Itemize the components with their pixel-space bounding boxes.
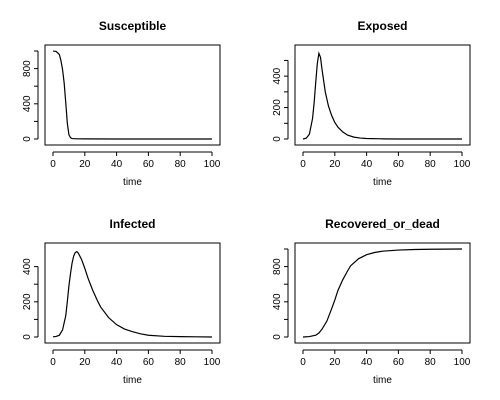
y-tick-label: 400 (272, 293, 283, 310)
y-tick-label: 400 (22, 95, 33, 112)
x-tick-label: 20 (79, 159, 91, 170)
x-tick-label: 0 (50, 357, 56, 368)
x-tick-label: 20 (79, 357, 91, 368)
x-tick-label: 100 (454, 357, 471, 368)
y-tick-label: 0 (22, 136, 33, 142)
chart-title: Susceptible (99, 19, 167, 33)
y-tick-label: 0 (272, 334, 283, 340)
x-tick-label: 60 (393, 159, 405, 170)
x-tick-label: 60 (143, 357, 155, 368)
panel-susceptible: Susceptible 0 20 40 60 80 100 time 0 400 800 (22, 19, 221, 188)
panel-exposed: Exposed 0 20 40 60 80 100 time 0 200 400 (272, 19, 471, 188)
x-tick-label: 20 (329, 159, 341, 170)
plot-frame (44, 242, 221, 344)
x-tick-label: 80 (425, 357, 437, 368)
y-tick-label: 0 (272, 136, 283, 142)
y-tick-label: 400 (22, 258, 33, 275)
chart-title: Infected (109, 217, 155, 231)
x-tick-label: 0 (50, 159, 56, 170)
y-tick-label: 800 (272, 258, 283, 275)
x-tick-label: 40 (111, 159, 123, 170)
series-line (52, 250, 213, 338)
y-tick-label: 400 (272, 67, 283, 84)
x-tick-label: 100 (204, 159, 221, 170)
panel-infected: Infected 0 20 40 60 80 100 time 0 200 400 (22, 217, 221, 386)
x-tick-label: 40 (361, 357, 373, 368)
y-tick-label: 800 (22, 60, 33, 77)
x-tick-label: 80 (175, 357, 187, 368)
plot-frame (294, 44, 471, 146)
panel-recovered: Recovered_or_dead 0 20 40 60 80 100 time 0 400 800 (272, 217, 471, 386)
series-line (52, 50, 212, 140)
y-tick-label: 200 (22, 293, 33, 310)
x-tick-label: 40 (111, 357, 123, 368)
series-line (302, 248, 463, 338)
y-tick-label: 0 (22, 334, 33, 340)
x-tick-label: 40 (361, 159, 373, 170)
x-tick-label: 20 (329, 357, 341, 368)
x-tick-label: 0 (300, 357, 306, 368)
y-tick-label: 200 (272, 99, 283, 116)
x-tick-label: 100 (204, 357, 221, 368)
chart-title: Exposed (357, 19, 407, 33)
x-axis-label: time (373, 375, 392, 386)
x-tick-label: 80 (425, 159, 437, 170)
x-axis-label: time (373, 177, 392, 188)
x-tick-label: 80 (175, 159, 187, 170)
plot-frame (44, 44, 221, 146)
x-tick-label: 60 (143, 159, 155, 170)
x-tick-label: 60 (393, 357, 405, 368)
x-axis-label: time (123, 375, 142, 386)
plot-frame (294, 242, 471, 344)
chart-title: Recovered_or_dead (325, 217, 440, 231)
series-line (302, 51, 462, 140)
x-axis-label: time (123, 177, 142, 188)
x-tick-label: 0 (300, 159, 306, 170)
x-tick-label: 100 (454, 159, 471, 170)
